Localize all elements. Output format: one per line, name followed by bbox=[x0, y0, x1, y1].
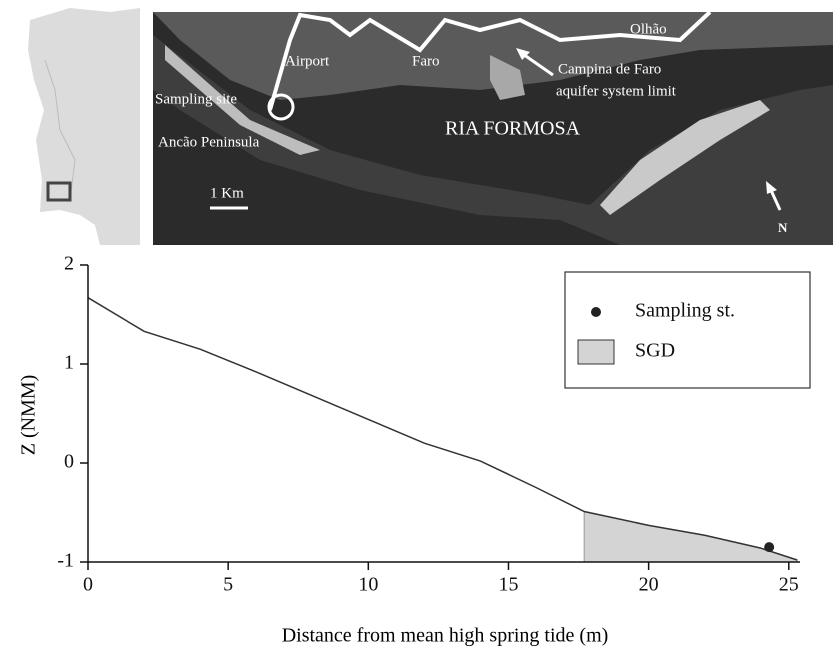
legend-swatch bbox=[591, 307, 601, 317]
x-tick-label: 20 bbox=[639, 574, 659, 596]
legend-swatch bbox=[577, 339, 615, 365]
y-tick-label: -1 bbox=[57, 550, 74, 572]
aerial-map: Airport Faro Olhão Campina de Faro aquif… bbox=[153, 10, 833, 245]
legend-box bbox=[564, 271, 811, 389]
iberia-inset bbox=[28, 8, 140, 245]
sampling-point bbox=[764, 542, 775, 553]
x-tick-label: 5 bbox=[223, 574, 233, 596]
y-axis-label: Z (NMM) bbox=[18, 375, 40, 456]
x-axis-label: Distance from mean high spring tide (m) bbox=[282, 625, 609, 647]
map-label: Sampling site bbox=[155, 91, 237, 107]
map-label: Airport bbox=[285, 53, 330, 69]
x-tick-label: 10 bbox=[358, 574, 378, 596]
y-tick-label: 2 bbox=[64, 253, 74, 275]
profile-line bbox=[87, 297, 798, 561]
map-label: Ancão Peninsula bbox=[158, 134, 260, 150]
x-tick-label: 15 bbox=[498, 574, 518, 596]
map-label: Olhão bbox=[630, 21, 667, 37]
map-label: RIA FORMOSA bbox=[445, 118, 581, 140]
y-tick-label: 0 bbox=[64, 451, 74, 473]
map-label: N bbox=[778, 220, 788, 235]
x-tick-label: 25 bbox=[779, 574, 799, 596]
y-tick-label: 1 bbox=[64, 352, 74, 374]
map-label: 1 Km bbox=[210, 185, 244, 201]
map-label: aquifer system limit bbox=[556, 83, 677, 99]
x-tick-label: 0 bbox=[83, 574, 93, 596]
legend-label: Sampling st. bbox=[635, 300, 735, 322]
legend-label: SGD bbox=[635, 340, 675, 362]
map-label: Faro bbox=[412, 53, 440, 69]
map-label: Campina de Faro bbox=[558, 61, 661, 77]
